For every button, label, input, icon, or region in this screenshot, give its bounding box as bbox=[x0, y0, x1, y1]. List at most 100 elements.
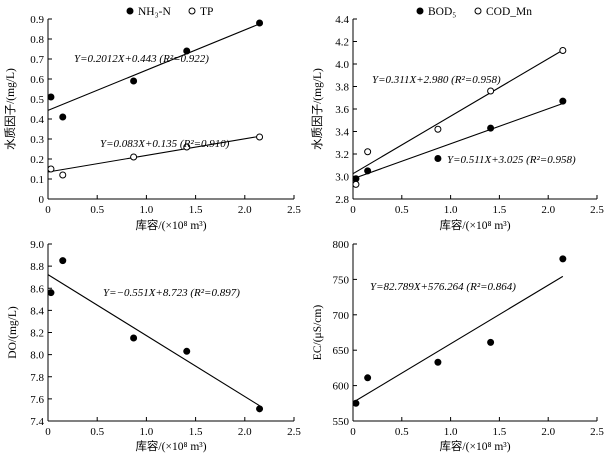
regression-line bbox=[352, 275, 564, 403]
x-tick-label: 2.0 bbox=[238, 204, 252, 216]
y-tick-label: 7.4 bbox=[30, 416, 44, 428]
y-tick-label: 0.7 bbox=[30, 54, 44, 66]
regression-equation: Y=0.2012X+0.443 (R²=0.922) bbox=[74, 53, 209, 65]
x-tick-label: 2.5 bbox=[287, 426, 301, 438]
data-point bbox=[364, 148, 372, 156]
x-tick-label: 2.0 bbox=[541, 426, 555, 438]
x-tick-label: 0 bbox=[350, 204, 356, 216]
y-tick-label: 2.8 bbox=[335, 194, 349, 206]
legend-marker bbox=[416, 7, 424, 15]
y-tick-label: 4.0 bbox=[335, 59, 349, 71]
y-tick-label: 550 bbox=[333, 416, 350, 428]
x-tick-label: 2.5 bbox=[590, 426, 604, 438]
regression-equation: Y=0.511X+3.025 (R²=0.958) bbox=[447, 154, 576, 166]
regression-equation: Y=−0.551X+8.723 (R²=0.897) bbox=[103, 287, 240, 299]
x-tick-label: 1.5 bbox=[493, 426, 507, 438]
legend-label: COD_Mn bbox=[486, 6, 532, 18]
legend-label: TP bbox=[200, 6, 213, 18]
chart-panel-3: 0 0.5 1.0 1.5 2.0 2.5 7.4 7.6 7.8 8.0 8.2 8.4 8.6 8.8… bbox=[7, 239, 301, 453]
y-tick-label: 750 bbox=[333, 274, 350, 286]
legend-label: NH₃-N bbox=[138, 6, 171, 18]
data-point bbox=[130, 77, 138, 85]
x-tick-label: 2.0 bbox=[541, 204, 555, 216]
x-tick-label: 1.5 bbox=[189, 426, 203, 438]
y-tick-label: 4.4 bbox=[335, 14, 349, 26]
x-tick-label: 0.5 bbox=[90, 426, 104, 438]
y-tick-label: 800 bbox=[333, 239, 350, 251]
y-tick-label: 8.0 bbox=[30, 350, 44, 362]
x-tick-label: 0 bbox=[45, 426, 51, 438]
data-point bbox=[352, 180, 360, 188]
chart-panel-4: 0 0.5 1.0 1.5 2.0 2.5 550 600 650 700 750 800 库容/(×1… bbox=[312, 239, 604, 453]
x-tick-label: 1.0 bbox=[444, 426, 458, 438]
data-point bbox=[130, 334, 138, 342]
data-point bbox=[559, 255, 567, 263]
regression-line bbox=[352, 49, 564, 175]
y-tick-label: 0.4 bbox=[30, 114, 44, 126]
legend-marker bbox=[188, 7, 196, 15]
y-tick-label: 0.3 bbox=[30, 134, 44, 146]
regression-line bbox=[47, 135, 260, 173]
y-axis-label: 水质因子/(mg/L) bbox=[311, 68, 324, 150]
y-tick-label: 700 bbox=[333, 310, 350, 322]
regression-equation: Y=0.311X+2.980 (R²=0.958) bbox=[372, 74, 501, 86]
x-tick-label: 1.0 bbox=[140, 204, 154, 216]
data-point bbox=[130, 153, 138, 161]
data-point bbox=[434, 358, 442, 366]
data-point bbox=[352, 175, 360, 183]
data-point bbox=[487, 124, 495, 132]
y-tick-label: 3.6 bbox=[335, 104, 349, 116]
y-tick-label: 0.2 bbox=[30, 154, 44, 166]
x-tick-label: 2.5 bbox=[590, 204, 604, 216]
chart-panel-2: 0 0.5 1.0 1.5 2.0 2.5 2.8 3.0 3.2 3.4 3.6 3.8 4.0 4.2… bbox=[311, 6, 604, 232]
data-point bbox=[559, 97, 567, 105]
regression-line bbox=[352, 103, 564, 180]
x-tick-label: 0 bbox=[350, 426, 356, 438]
y-tick-label: 0.9 bbox=[30, 14, 44, 26]
y-tick-label: 3.4 bbox=[335, 127, 349, 139]
x-axis-label: 库容/(×10⁸ m³) bbox=[439, 218, 510, 232]
y-tick-label: 8.6 bbox=[30, 283, 44, 295]
legend: NH₃-N TP bbox=[126, 6, 213, 18]
y-axis-label: 水质因子/(mg/L) bbox=[4, 68, 17, 150]
x-axis-label: 库容/(×10⁸ m³) bbox=[135, 439, 206, 453]
y-tick-label: 3.2 bbox=[335, 149, 349, 161]
x-axis-label: 库容/(×10⁸ m³) bbox=[439, 439, 510, 453]
regression-equation: Y=0.083X+0.135 (R²=0.910) bbox=[100, 138, 230, 150]
y-tick-label: 7.6 bbox=[30, 394, 44, 406]
x-tick-label: 0.5 bbox=[395, 204, 409, 216]
y-tick-label: 3.0 bbox=[335, 172, 349, 184]
data-point bbox=[47, 289, 55, 297]
data-point bbox=[59, 113, 67, 121]
y-axis-label: EC/(μS/cm) bbox=[312, 305, 324, 361]
legend-marker bbox=[474, 7, 482, 15]
x-tick-label: 0.5 bbox=[395, 426, 409, 438]
data-point bbox=[434, 155, 442, 162]
data-point bbox=[47, 165, 55, 173]
y-tick-label: 8.2 bbox=[30, 328, 44, 340]
x-tick-label: 1.5 bbox=[493, 204, 507, 216]
data-point bbox=[364, 374, 372, 382]
data-point bbox=[559, 47, 567, 54]
y-tick-label: 8.8 bbox=[30, 261, 44, 273]
legend-label: BOD₅ bbox=[428, 6, 456, 18]
y-tick-label: 3.8 bbox=[335, 82, 349, 94]
chart-panel-1: 0 0.5 1.0 1.5 2.0 2.5 0 0.1 0.2 0.3 0.4 0.5 0.6 0.7 0.… bbox=[4, 6, 301, 232]
y-tick-label: 0.6 bbox=[30, 74, 44, 86]
data-point bbox=[183, 143, 191, 151]
x-tick-label: 1.0 bbox=[140, 426, 154, 438]
x-tick-label: 0.5 bbox=[90, 204, 104, 216]
y-tick-label: 7.8 bbox=[30, 372, 44, 384]
y-tick-label: 8.4 bbox=[30, 305, 44, 317]
y-tick-label: 650 bbox=[333, 345, 350, 357]
y-tick-label: 9.0 bbox=[30, 239, 44, 251]
y-tick-label: 600 bbox=[333, 381, 350, 393]
data-point bbox=[487, 338, 495, 346]
x-tick-label: 0 bbox=[45, 204, 51, 216]
legend: BOD₅ COD_Mn bbox=[416, 6, 532, 18]
data-point bbox=[352, 399, 360, 407]
data-point bbox=[47, 93, 55, 101]
regression-line bbox=[47, 23, 260, 111]
y-tick-label: 0.8 bbox=[30, 34, 44, 46]
